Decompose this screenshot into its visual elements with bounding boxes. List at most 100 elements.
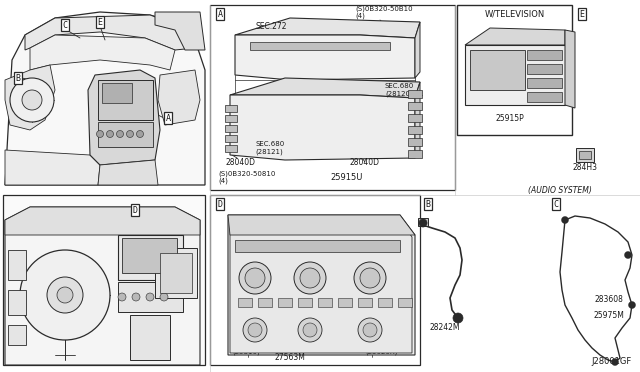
Bar (527, 92, 562, 102)
Circle shape (20, 250, 110, 340)
Text: D: D (218, 199, 223, 208)
Bar (8, 325, 26, 345)
Circle shape (303, 323, 317, 337)
Circle shape (363, 323, 377, 337)
Text: A: A (166, 113, 170, 122)
Text: 25391: 25391 (230, 218, 254, 227)
Polygon shape (25, 15, 195, 50)
Text: 284H3: 284H3 (573, 163, 598, 171)
Bar (8, 250, 26, 280)
Circle shape (298, 318, 322, 342)
Circle shape (132, 293, 140, 301)
Bar (225, 135, 237, 142)
Text: (AUDIO SYSTEM): (AUDIO SYSTEM) (528, 186, 592, 195)
Text: 283608: 283608 (595, 295, 624, 305)
Bar (576, 148, 594, 162)
Circle shape (97, 131, 104, 138)
Text: 28278: 28278 (340, 253, 364, 263)
Bar (8, 290, 26, 315)
Bar (98, 122, 153, 147)
Bar (118, 235, 183, 280)
Text: A: A (218, 10, 223, 19)
Text: 28040D: 28040D (350, 157, 380, 167)
Text: J28001GF: J28001GF (592, 357, 632, 366)
Bar (238, 298, 252, 307)
Bar (470, 50, 525, 90)
Text: SEC.680
(28120): SEC.680 (28120) (385, 83, 414, 97)
Bar (210, 195, 420, 365)
Text: B: B (426, 199, 431, 208)
Bar (527, 78, 562, 88)
Polygon shape (565, 30, 575, 108)
Text: (S)0B320-50B10
(4): (S)0B320-50B10 (4) (355, 5, 413, 19)
Bar (408, 126, 422, 134)
Text: 28040D: 28040D (225, 157, 255, 167)
Bar (98, 80, 153, 120)
Polygon shape (158, 70, 200, 125)
Text: SEC.272: SEC.272 (255, 22, 287, 31)
Bar (225, 105, 237, 112)
Circle shape (294, 262, 326, 294)
Polygon shape (155, 12, 205, 50)
Polygon shape (230, 78, 420, 98)
Polygon shape (98, 160, 158, 185)
Circle shape (160, 293, 168, 301)
Polygon shape (5, 207, 200, 235)
Polygon shape (228, 215, 415, 235)
Circle shape (118, 293, 126, 301)
Bar (408, 150, 422, 158)
Polygon shape (88, 70, 160, 165)
Circle shape (453, 313, 463, 323)
Text: C: C (554, 199, 559, 208)
Polygon shape (30, 35, 175, 70)
Circle shape (245, 268, 265, 288)
Circle shape (419, 219, 427, 227)
Bar (527, 64, 562, 74)
Bar (250, 42, 390, 50)
Bar (3, 195, 205, 365)
Text: SEC.248
(25020R): SEC.248 (25020R) (365, 341, 397, 355)
Bar (358, 298, 372, 307)
Circle shape (243, 318, 267, 342)
Text: 27563M: 27563M (275, 353, 305, 362)
Bar (258, 298, 272, 307)
Polygon shape (230, 95, 415, 160)
Bar (278, 298, 292, 307)
Circle shape (106, 131, 113, 138)
Bar (298, 298, 312, 307)
Circle shape (358, 318, 382, 342)
Polygon shape (5, 207, 200, 365)
Bar (398, 298, 412, 307)
Polygon shape (415, 82, 420, 158)
Circle shape (300, 268, 320, 288)
Bar (160, 253, 192, 293)
Circle shape (625, 251, 632, 259)
Circle shape (561, 217, 568, 224)
Bar (130, 315, 170, 360)
Text: 28242M: 28242M (429, 324, 460, 333)
Polygon shape (235, 35, 415, 80)
Polygon shape (465, 45, 565, 105)
Circle shape (116, 131, 124, 138)
Bar (338, 298, 352, 307)
Text: E: E (97, 17, 102, 26)
Bar (102, 83, 132, 103)
Bar (579, 151, 591, 159)
Bar (408, 90, 422, 98)
Circle shape (611, 359, 618, 366)
Bar (527, 50, 562, 60)
Text: 25915U: 25915U (330, 173, 362, 182)
Circle shape (22, 90, 42, 110)
Circle shape (354, 262, 386, 294)
Text: (S)0B320-50810
(4): (S)0B320-50810 (4) (218, 170, 275, 184)
Polygon shape (230, 217, 412, 353)
Circle shape (10, 78, 54, 122)
Bar (225, 125, 237, 132)
Bar (408, 102, 422, 110)
Text: 25975M: 25975M (594, 311, 625, 321)
Circle shape (248, 323, 262, 337)
Bar (225, 145, 237, 152)
Bar (418, 218, 428, 226)
Circle shape (239, 262, 271, 294)
Text: SEC.680
(28121): SEC.680 (28121) (255, 141, 284, 155)
